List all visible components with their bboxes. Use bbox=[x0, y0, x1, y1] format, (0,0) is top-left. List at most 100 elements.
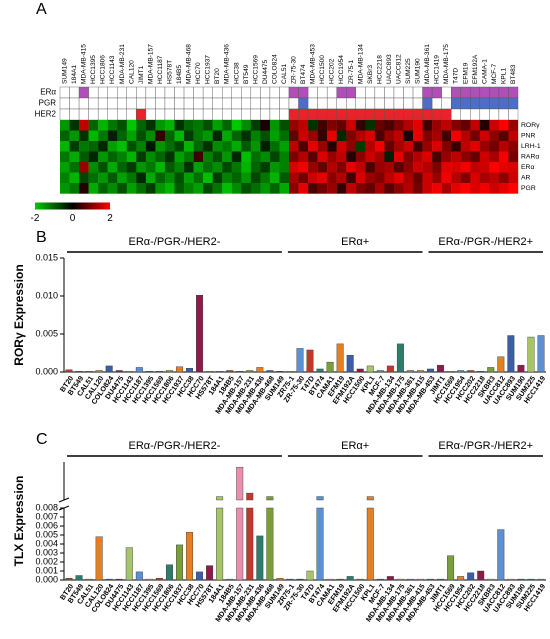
heat-cell bbox=[269, 151, 280, 163]
y-tick-label: 0.008 bbox=[35, 502, 58, 512]
status-cell bbox=[384, 86, 395, 99]
column-label: T47D bbox=[453, 68, 460, 84]
bar bbox=[527, 578, 535, 581]
heat-cell bbox=[441, 120, 452, 131]
heat-cell bbox=[489, 120, 500, 131]
bar bbox=[286, 578, 294, 581]
status-cell bbox=[145, 97, 156, 110]
status-cell bbox=[136, 108, 147, 121]
heat-cell bbox=[355, 120, 366, 131]
heat-cell bbox=[279, 162, 290, 173]
heat-cell bbox=[126, 130, 137, 142]
heat-cell bbox=[289, 151, 299, 163]
heat-cell bbox=[126, 151, 137, 163]
heat-cell bbox=[155, 141, 166, 152]
heat-cell bbox=[241, 141, 252, 152]
heat-cell bbox=[69, 141, 80, 152]
status-cell bbox=[355, 86, 366, 99]
y-tick-label: 0.003 bbox=[35, 547, 58, 557]
bar bbox=[477, 570, 485, 581]
heat-cell bbox=[98, 151, 108, 163]
bar bbox=[196, 571, 204, 581]
bar bbox=[437, 364, 445, 373]
heat-cell bbox=[203, 151, 213, 163]
status-cell bbox=[59, 97, 70, 110]
status-cell bbox=[193, 108, 204, 121]
bar bbox=[326, 578, 334, 581]
row-label: RORγ bbox=[521, 122, 540, 129]
status-cell bbox=[298, 97, 309, 110]
heat-cell bbox=[88, 130, 99, 142]
heat-cell bbox=[241, 162, 252, 173]
heat-cell bbox=[136, 151, 147, 163]
status-cell bbox=[317, 108, 328, 121]
heat-cell bbox=[250, 162, 261, 173]
status-label: HER2 bbox=[35, 110, 57, 119]
status-cell bbox=[250, 86, 261, 99]
column-label: HCC1937 bbox=[205, 55, 212, 84]
status-cell bbox=[126, 97, 137, 110]
heat-cell bbox=[346, 183, 356, 194]
heat-cell bbox=[422, 120, 433, 131]
status-cell bbox=[393, 97, 404, 110]
bar bbox=[457, 576, 465, 581]
heat-cell bbox=[460, 130, 471, 142]
heat-cell bbox=[508, 162, 519, 173]
heat-cell bbox=[508, 183, 519, 194]
status-cell bbox=[498, 86, 509, 99]
heat-cell bbox=[79, 172, 89, 184]
heat-cell bbox=[346, 151, 356, 163]
heat-cell bbox=[136, 130, 147, 142]
status-cell bbox=[355, 108, 366, 121]
bar bbox=[145, 371, 153, 373]
status-cell bbox=[346, 86, 356, 99]
column-label: DU4475 bbox=[262, 59, 269, 84]
bar bbox=[346, 576, 354, 581]
status-cell bbox=[431, 108, 442, 121]
status-cell bbox=[441, 86, 452, 99]
heat-cell bbox=[250, 183, 261, 194]
status-cell bbox=[69, 86, 80, 99]
status-cell bbox=[97, 108, 108, 121]
status-cell bbox=[136, 86, 147, 99]
heat-cell bbox=[279, 141, 290, 152]
bar bbox=[497, 356, 505, 373]
status-cell bbox=[403, 108, 414, 121]
bar bbox=[286, 371, 294, 373]
colorbar-tick-label: -2 bbox=[31, 213, 40, 224]
bar bbox=[427, 368, 434, 373]
heat-cell bbox=[98, 130, 108, 142]
column-label: SUM225 bbox=[405, 58, 412, 84]
status-cell bbox=[326, 97, 337, 110]
heat-cell bbox=[498, 183, 509, 194]
status-cell bbox=[174, 97, 185, 110]
heat-cell bbox=[60, 162, 70, 173]
heat-cell bbox=[212, 183, 223, 194]
heat-cell bbox=[479, 172, 490, 184]
status-cell bbox=[307, 86, 318, 99]
heat-cell bbox=[269, 120, 280, 131]
bar bbox=[396, 343, 404, 373]
bar bbox=[216, 507, 224, 581]
status-cell bbox=[231, 86, 242, 99]
bar bbox=[176, 544, 183, 581]
bar bbox=[296, 578, 304, 581]
column-label: HCC1954 bbox=[338, 55, 345, 84]
heat-cell bbox=[155, 120, 166, 131]
panel-label: A bbox=[36, 1, 47, 18]
status-cell bbox=[336, 86, 347, 99]
heat-cell bbox=[355, 130, 366, 142]
status-cell bbox=[241, 86, 252, 99]
heat-cell bbox=[336, 141, 347, 152]
status-cell bbox=[326, 86, 337, 99]
heat-cell bbox=[145, 130, 156, 142]
heat-cell bbox=[336, 162, 347, 173]
bar bbox=[115, 578, 123, 581]
status-cell bbox=[260, 86, 271, 99]
status-cell bbox=[78, 86, 89, 99]
heat-cell bbox=[98, 162, 108, 173]
heat-cell bbox=[69, 162, 80, 173]
heat-cell bbox=[260, 120, 271, 131]
bar bbox=[266, 507, 274, 581]
heat-cell bbox=[489, 183, 500, 194]
